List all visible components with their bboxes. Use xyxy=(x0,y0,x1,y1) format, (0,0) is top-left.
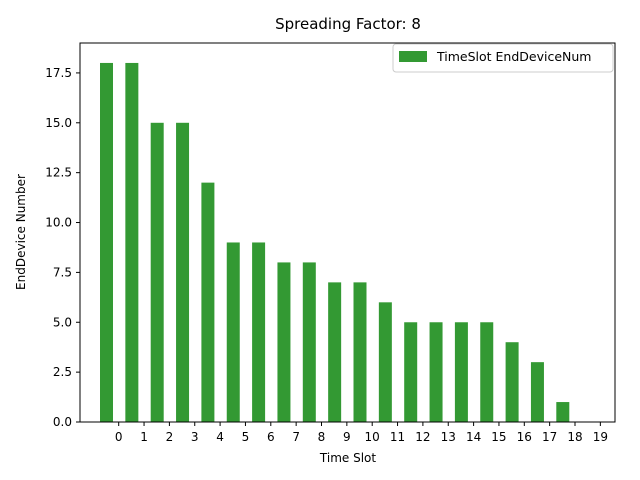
bar xyxy=(277,262,291,422)
bar xyxy=(252,242,266,422)
x-tick-label: 1 xyxy=(140,430,148,444)
x-axis: 0 1 2 3 4 5 6 7 8 9 10 11 12 13 14 15 16 17 18 19 xyxy=(115,422,608,444)
bar xyxy=(125,62,139,422)
x-tick-label: 5 xyxy=(242,430,250,444)
bar xyxy=(176,122,190,422)
x-tick-label: 16 xyxy=(517,430,532,444)
bar xyxy=(556,402,570,422)
bar xyxy=(530,362,544,422)
x-tick-label: 10 xyxy=(365,430,380,444)
bar xyxy=(100,62,113,422)
legend-box xyxy=(392,43,614,73)
bar xyxy=(302,262,316,422)
chart-title: Spreading Factor: 8 xyxy=(275,15,421,33)
y-tick-label: 15.0 xyxy=(45,116,72,130)
bar xyxy=(429,322,443,422)
legend-swatch xyxy=(399,51,427,62)
bar xyxy=(328,282,342,422)
y-tick-label: 7.5 xyxy=(53,265,72,279)
bar xyxy=(454,322,468,422)
y-tick-label: 12.5 xyxy=(45,166,72,180)
legend: TimeSlot EndDeviceNum xyxy=(392,43,614,73)
x-tick-label: 13 xyxy=(441,430,456,444)
bar xyxy=(353,282,367,422)
y-tick-label: 0.0 xyxy=(53,415,72,429)
x-tick-label: 18 xyxy=(567,430,582,444)
bars-group xyxy=(100,62,570,422)
y-axis: 0.0 2.5 5.0 7.5 10.0 12.5 15.0 17.5 xyxy=(45,66,80,429)
bar xyxy=(505,342,519,422)
x-tick-label: 7 xyxy=(292,430,300,444)
y-tick-label: 17.5 xyxy=(45,66,72,80)
y-tick-label: 5.0 xyxy=(53,315,72,329)
x-tick-label: 2 xyxy=(166,430,174,444)
x-tick-label: 14 xyxy=(466,430,481,444)
y-tick-label: 2.5 xyxy=(53,365,72,379)
x-tick-label: 12 xyxy=(415,430,430,444)
x-tick-label: 3 xyxy=(191,430,199,444)
bar xyxy=(404,322,418,422)
x-tick-label: 6 xyxy=(267,430,275,444)
plot-frame xyxy=(79,42,616,423)
x-tick-label: 19 xyxy=(593,430,608,444)
bar xyxy=(378,302,392,422)
bar xyxy=(480,322,494,422)
x-tick-label: 15 xyxy=(491,430,506,444)
x-tick-label: 0 xyxy=(115,430,123,444)
y-axis-label: EndDevice Number xyxy=(14,174,28,290)
x-tick-label: 17 xyxy=(542,430,557,444)
bar xyxy=(201,182,215,422)
x-axis-label: Time Slot xyxy=(319,451,376,465)
x-tick-label: 11 xyxy=(390,430,405,444)
y-tick-label: 10.0 xyxy=(45,216,72,230)
legend-label: TimeSlot EndDeviceNum xyxy=(436,49,591,64)
x-tick-label: 9 xyxy=(343,430,351,444)
x-tick-label: 4 xyxy=(216,430,224,444)
x-tick-label: 8 xyxy=(318,430,326,444)
bar xyxy=(150,122,164,422)
bar xyxy=(226,242,240,422)
